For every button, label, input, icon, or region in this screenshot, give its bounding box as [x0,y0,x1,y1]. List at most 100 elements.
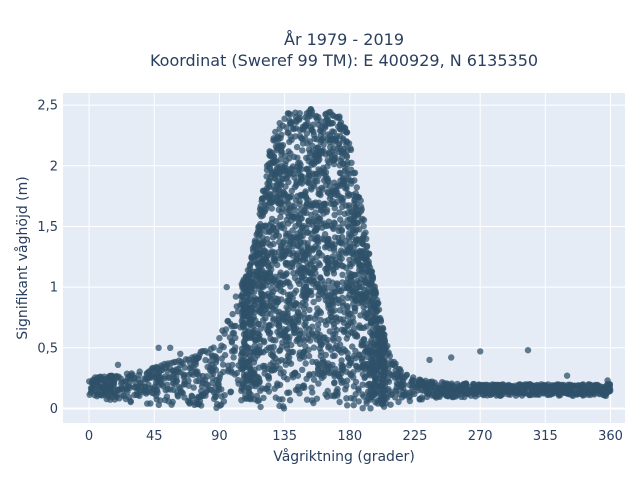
scatter-point [369,330,376,338]
scatter-point [206,358,214,365]
scatter-point [320,210,327,217]
scatter-point [360,222,367,230]
scatter-point [283,124,290,131]
scatter-point [359,215,366,223]
scatter-point [296,302,304,309]
scatter-point [409,382,416,389]
x-tick-label: 180 [337,429,362,444]
scatter-point [240,305,248,312]
scatter-point [185,382,192,389]
scatter-point [355,398,362,405]
scatter-point [332,260,339,267]
scatter-point [293,180,300,187]
scatter-point [285,220,292,227]
scatter-point [255,223,262,231]
scatter-point [289,322,297,329]
scatter-point [552,387,559,394]
scatter-point [264,326,271,334]
scatter-point [289,252,297,259]
scatter-point [368,268,375,275]
scatter-point [194,371,201,378]
scatter-point [144,388,151,396]
scatter-point [281,166,288,173]
scatter-point [350,352,358,360]
scatter-point [343,395,350,402]
scatter-point [304,240,311,247]
scatter-point [339,279,346,286]
scatter-point [343,152,350,159]
scatter-point [262,302,269,310]
scatter-point [357,203,365,210]
scatter-point [349,249,356,256]
scatter-point [330,136,337,143]
scatter-point [287,300,294,307]
scatter-point [322,391,329,398]
scatter-point [374,400,381,407]
scatter-point [345,269,352,276]
tick-labels: 0 45 90 135 180 225 270 315 360 0 0,5 1 1,5 2 2,5 [37,99,623,444]
scatter-point [418,394,425,401]
scatter-point [256,296,263,303]
scatter-point [320,164,327,171]
scatter-point [269,224,277,231]
scatter-point [169,379,177,387]
scatter-point [331,307,338,314]
scatter-point [261,251,268,259]
scatter-point [336,341,344,348]
scatter-point [325,150,333,157]
scatter-point [325,284,333,291]
scatter-point [334,370,342,378]
scatter-point [345,362,353,369]
scatter-point [295,243,302,250]
scatter-point [309,389,316,396]
scatter-point [181,372,188,379]
scatter-point [261,271,269,279]
scatter-point [336,398,343,406]
scatter-point [253,250,260,258]
scatter-point [342,165,349,172]
scatter-point [524,381,531,388]
scatter-point [99,376,107,383]
scatter-point [118,384,125,392]
scatter-point [343,382,350,389]
scatter-point [334,145,342,152]
scatter-point [353,184,360,191]
scatter-point [107,384,114,391]
scatter-point [333,189,341,196]
scatter-point [325,316,332,324]
scatter-point [354,295,361,303]
scatter-point [300,349,307,357]
y-tick-label: 2 [50,159,58,174]
scatter-point [499,381,506,388]
scatter-point [319,359,326,366]
scatter-point [318,252,325,259]
scatter-point [330,244,338,252]
scatter-point [278,224,285,231]
scatter-point [316,215,324,222]
scatter-point [285,148,292,155]
scatter-point [346,170,353,178]
scatter-point [310,344,318,351]
scatter-point [339,220,347,227]
scatter-outlier-point [216,334,223,342]
scatter-point [359,405,366,412]
scatter-point [339,316,347,323]
scatter-point [260,195,267,202]
scatter-point [346,239,353,246]
scatter-point [315,157,322,165]
scatter-point [366,291,374,298]
scatter-point [309,176,317,183]
scatter-point [246,306,254,313]
scatter-point [338,154,345,162]
scatter-point [301,321,308,329]
scatter-point [165,398,172,405]
scatter-point [277,287,285,294]
scatter-point [562,383,570,391]
scatter-outlier-point [448,354,455,361]
scatter-point [334,389,341,397]
scatter-point [277,269,284,276]
scatter-point [317,316,324,323]
scatter-point [281,252,288,259]
scatter-point [268,171,275,178]
scatter-point [224,317,231,325]
